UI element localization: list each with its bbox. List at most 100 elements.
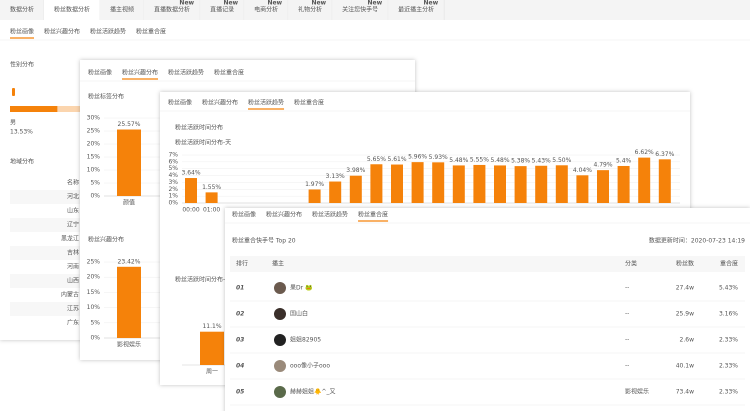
chart-title: 粉丝活跃时间分布-周 <box>175 276 231 284</box>
sub-tab[interactable]: 粉丝重合度 <box>136 28 166 36</box>
bar <box>514 166 527 203</box>
value-label: 1.97% <box>305 181 324 188</box>
bar <box>329 181 342 203</box>
nav-tab-bg <box>144 0 201 20</box>
avatar <box>274 282 286 294</box>
table-cell[interactable]: 国山白 <box>290 310 308 318</box>
bar <box>535 165 548 203</box>
nav-tab-bg <box>44 0 101 20</box>
sub-tab[interactable]: 粉丝兴趣分布 <box>266 211 302 219</box>
chart-title: 粉丝标签分布 <box>88 93 124 101</box>
table-header: 播主 <box>272 260 284 268</box>
sub-tab[interactable]: 粉丝兴趣分布 <box>122 69 158 77</box>
table-cell: 3.16% <box>719 311 738 318</box>
table-header: 粉丝数 <box>676 260 694 268</box>
sub-tab[interactable]: 粉丝活跃趋势 <box>248 99 284 107</box>
value-label: 4.04% <box>573 167 592 174</box>
value-label: 11.1% <box>202 323 221 330</box>
y-tick-label: 1% <box>168 193 178 200</box>
gender-label: 男 <box>10 120 16 127</box>
value-label: 6.37% <box>655 151 674 158</box>
avatar <box>274 386 286 398</box>
table-cell[interactable]: 果Dr 🐸 <box>290 284 313 292</box>
y-tick-label: 30% <box>87 115 101 122</box>
value-label: 5.61% <box>387 156 406 163</box>
sub-tab[interactable]: 粉丝画像 <box>168 99 192 107</box>
table-cell: 02 <box>236 311 244 318</box>
section-title: 粉丝活跃时间分布 <box>175 124 223 132</box>
region-name: 山西 <box>67 277 79 285</box>
nav-tab[interactable]: 礼物分析 <box>298 6 322 14</box>
table-header: 重合度 <box>720 260 738 268</box>
value-label: 5.4% <box>616 157 632 164</box>
nav-tab[interactable]: 电商分析 <box>254 6 278 14</box>
sub-tab[interactable]: 粉丝重合度 <box>214 69 244 77</box>
table-cell: -- <box>625 337 629 344</box>
table-cell: 影视娱乐 <box>625 388 649 396</box>
table-header: 分类 <box>625 260 637 268</box>
y-tick-label: 5% <box>90 319 100 326</box>
table-cell[interactable]: ooo像小子ooo <box>290 362 330 370</box>
avatar <box>274 334 286 346</box>
value-label: 5.65% <box>367 156 386 163</box>
update-time: 数据更新时间：2020-07-23 14:19 <box>649 237 745 245</box>
region-name: 名称 <box>67 179 79 187</box>
bar <box>555 165 568 203</box>
x-tick-label: 颜值 <box>123 199 135 207</box>
bar <box>638 157 651 203</box>
table-cell: 03 <box>236 337 244 344</box>
section-title: 性别分布 <box>10 61 34 69</box>
nav-tab-bg <box>388 0 445 20</box>
nav-tab[interactable]: 粉丝数据分析 <box>54 6 90 14</box>
bar <box>617 165 630 203</box>
table-cell[interactable]: 赫赫姐姐🐥^_又 <box>290 388 336 396</box>
sub-tab[interactable]: 粉丝画像 <box>10 28 34 36</box>
sub-tab[interactable]: 粉丝画像 <box>88 69 112 77</box>
bar <box>432 162 445 203</box>
avatar <box>274 360 286 372</box>
table-header: 排行 <box>236 260 248 268</box>
value-label: 5.43% <box>532 157 551 164</box>
nav-tab[interactable]: 数据分析 <box>10 6 34 14</box>
sub-tab[interactable]: 粉丝活跃趋势 <box>312 211 348 219</box>
y-tick-label: 5% <box>90 180 100 187</box>
bar <box>117 266 141 338</box>
nav-tab[interactable]: 最近播主分析 <box>398 6 434 14</box>
sub-tab[interactable]: 粉丝重合度 <box>358 211 388 219</box>
x-tick-label: 影视娱乐 <box>117 341 141 349</box>
nav-tab[interactable]: 直播记录 <box>210 6 234 14</box>
sub-tab[interactable]: 粉丝重合度 <box>294 99 324 107</box>
sub-tab[interactable]: 粉丝兴趣分布 <box>44 28 80 36</box>
y-tick-label: 0% <box>90 335 100 342</box>
nav-tab-bg <box>244 0 289 20</box>
value-label: 5.96% <box>408 154 427 161</box>
y-tick-label: 6% <box>168 158 178 165</box>
nav-badge: New <box>367 0 382 7</box>
value-label: 3.98% <box>346 167 365 174</box>
nav-tab-bg <box>0 0 45 20</box>
nav-tab[interactable]: 播主视频 <box>110 6 134 14</box>
sub-tab[interactable]: 粉丝兴趣分布 <box>202 99 238 107</box>
x-tick-label: 周一 <box>206 369 218 376</box>
sub-tab[interactable]: 粉丝活跃趋势 <box>168 69 204 77</box>
value-label: 4.79% <box>593 162 612 169</box>
region-name: 江苏 <box>67 305 79 313</box>
nav-tab[interactable]: 关注您快手号 <box>342 6 378 14</box>
region-name: 广东 <box>67 319 79 327</box>
nav-tab[interactable]: 直播数据分析 <box>154 6 190 14</box>
region-name: 河北 <box>67 193 79 201</box>
table-cell: 04 <box>236 363 244 370</box>
sub-tab[interactable]: 粉丝活跃趋势 <box>90 28 126 36</box>
x-tick-label: 00:00 <box>182 207 199 214</box>
chart-title: 粉丝兴趣分布 <box>88 236 124 244</box>
x-tick-label: 01:00 <box>203 207 220 214</box>
table-row-bg <box>10 274 80 288</box>
sub-tab[interactable]: 粉丝画像 <box>232 211 256 219</box>
value-label: 5.38% <box>511 158 530 165</box>
table-cell[interactable]: 姐姐82905 <box>290 336 321 344</box>
nav-badge: New <box>424 0 439 7</box>
table-cell: -- <box>625 363 629 370</box>
bar <box>473 164 486 203</box>
bar <box>349 175 362 203</box>
